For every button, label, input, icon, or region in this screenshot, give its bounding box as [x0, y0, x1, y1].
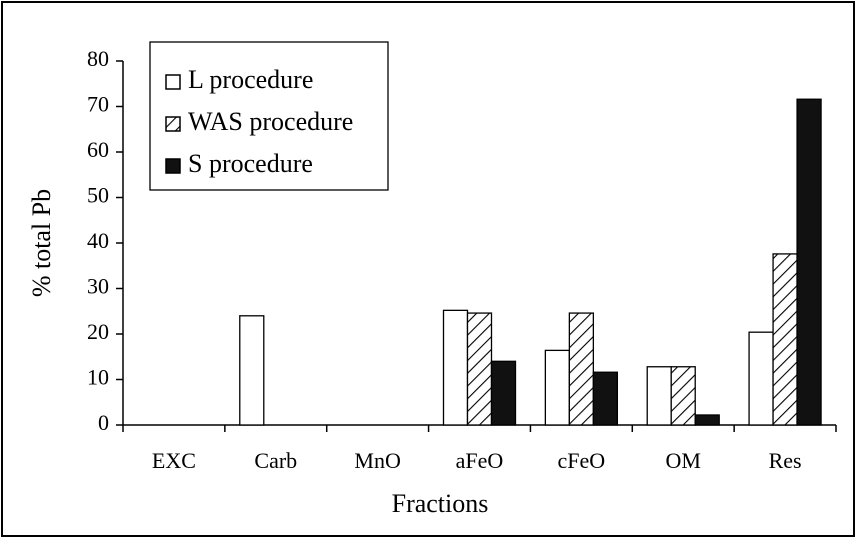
x-tick-label: Res [769, 448, 802, 473]
bar [670, 366, 696, 426]
bar [490, 360, 517, 426]
bar [239, 315, 265, 426]
y-tick-label: 60 [87, 137, 109, 162]
legend-box [149, 41, 389, 191]
bar [568, 312, 595, 426]
bar [466, 312, 493, 426]
y-tick-label: 10 [87, 365, 109, 390]
x-tick-label: OM [665, 448, 700, 473]
bar [592, 371, 619, 426]
legend-label: S procedure [188, 149, 313, 178]
bar [748, 331, 774, 426]
y-tick-label: 40 [87, 228, 109, 253]
x-tick-label: cFeO [558, 448, 606, 473]
y-tick-label: 20 [87, 319, 109, 344]
y-tick-label: 80 [87, 46, 109, 71]
legend-swatch [165, 74, 181, 90]
bar [694, 414, 720, 426]
bar [772, 253, 798, 426]
y-tick-label: 70 [87, 92, 109, 117]
bar [646, 366, 672, 426]
x-tick-label: aFeO [456, 448, 504, 473]
x-tick-label: EXC [152, 448, 196, 473]
y-axis-label: % total Pb [27, 189, 56, 297]
x-axis-label: Fractions [392, 489, 489, 518]
y-tick-label: 50 [87, 183, 109, 208]
legend-label: L procedure [188, 65, 313, 94]
x-tick-label: Carb [254, 448, 297, 473]
y-tick-label: 0 [98, 410, 109, 435]
x-tick-label: MnO [354, 448, 400, 473]
bar [442, 309, 469, 426]
legend-label: WAS procedure [188, 107, 353, 136]
y-tick-label: 30 [87, 274, 109, 299]
bar [544, 349, 571, 426]
legend-swatch [165, 116, 181, 132]
bar [796, 98, 822, 426]
legend-swatch [165, 158, 181, 174]
